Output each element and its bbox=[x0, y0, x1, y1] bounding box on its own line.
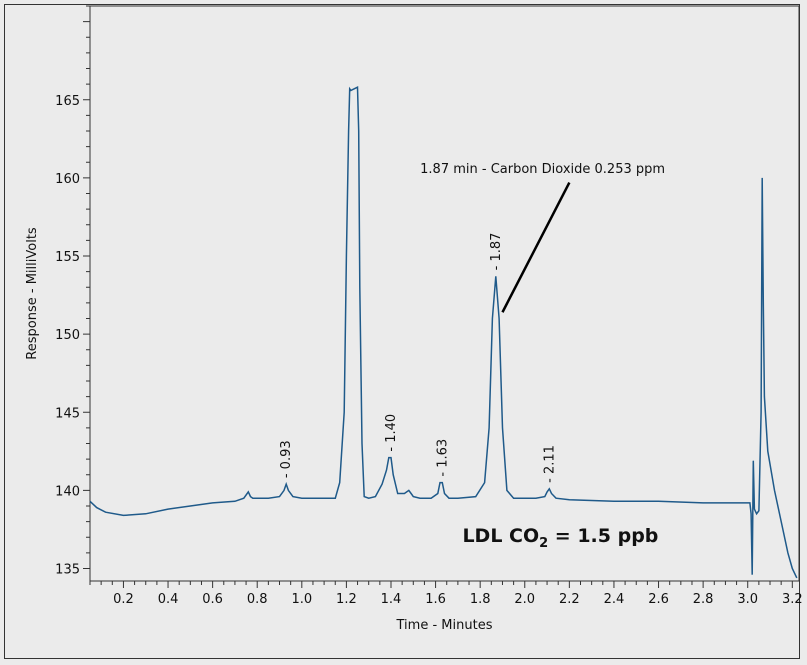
peak-label: - 0.93 bbox=[279, 440, 294, 478]
y-tick-label: 140 bbox=[55, 484, 80, 499]
x-tick-label: 1.8 bbox=[470, 592, 491, 607]
y-tick-label: 165 bbox=[55, 94, 80, 109]
x-tick-label: 0.8 bbox=[247, 592, 268, 607]
x-tick-label: 1.0 bbox=[291, 592, 312, 607]
y-tick-label: 155 bbox=[55, 250, 80, 265]
x-tick-label: 1.4 bbox=[381, 592, 402, 607]
x-tick-label: 0.6 bbox=[202, 592, 223, 607]
x-tick-label: 0.4 bbox=[158, 592, 179, 607]
y-axis-title: Response - MilliVolts bbox=[25, 227, 40, 360]
peak-label: - 1.40 bbox=[384, 414, 399, 452]
ldl-subscript: 2 bbox=[539, 536, 548, 551]
x-tick-label: 3.2 bbox=[782, 592, 803, 607]
plot-area bbox=[89, 5, 800, 582]
peak-label: - 1.87 bbox=[489, 233, 504, 271]
x-tick-label: 2.0 bbox=[514, 592, 535, 607]
x-tick-label: 2.8 bbox=[693, 592, 714, 607]
x-axis-title: Time - Minutes bbox=[396, 618, 493, 633]
ldl-text-prefix: LDL CO bbox=[462, 525, 539, 547]
x-tick-label: 3.0 bbox=[737, 592, 758, 607]
peak-label: - 1.63 bbox=[435, 439, 450, 477]
y-tick-label: 135 bbox=[55, 563, 80, 578]
callout-line bbox=[501, 181, 571, 313]
x-tick-label: 2.2 bbox=[559, 592, 580, 607]
y-tick-label: 150 bbox=[55, 328, 80, 343]
x-tick-label: 0.2 bbox=[113, 592, 134, 607]
y-tick-label: 160 bbox=[55, 172, 80, 187]
x-tick-label: 1.6 bbox=[425, 592, 446, 607]
peak-label: - 2.11 bbox=[542, 445, 557, 483]
y-tick-label: 145 bbox=[55, 406, 80, 421]
ldl-text-suffix: = 1.5 ppb bbox=[548, 525, 658, 547]
ldl-annotation: LDL CO2 = 1.5 ppb bbox=[462, 525, 658, 551]
x-tick-label: 1.2 bbox=[336, 592, 357, 607]
callout-annotation: 1.87 min - Carbon Dioxide 0.253 ppm bbox=[420, 162, 665, 177]
x-tick-label: 2.4 bbox=[604, 592, 625, 607]
x-tick-label: 2.6 bbox=[648, 592, 669, 607]
chromatogram-trace bbox=[89, 86, 798, 579]
